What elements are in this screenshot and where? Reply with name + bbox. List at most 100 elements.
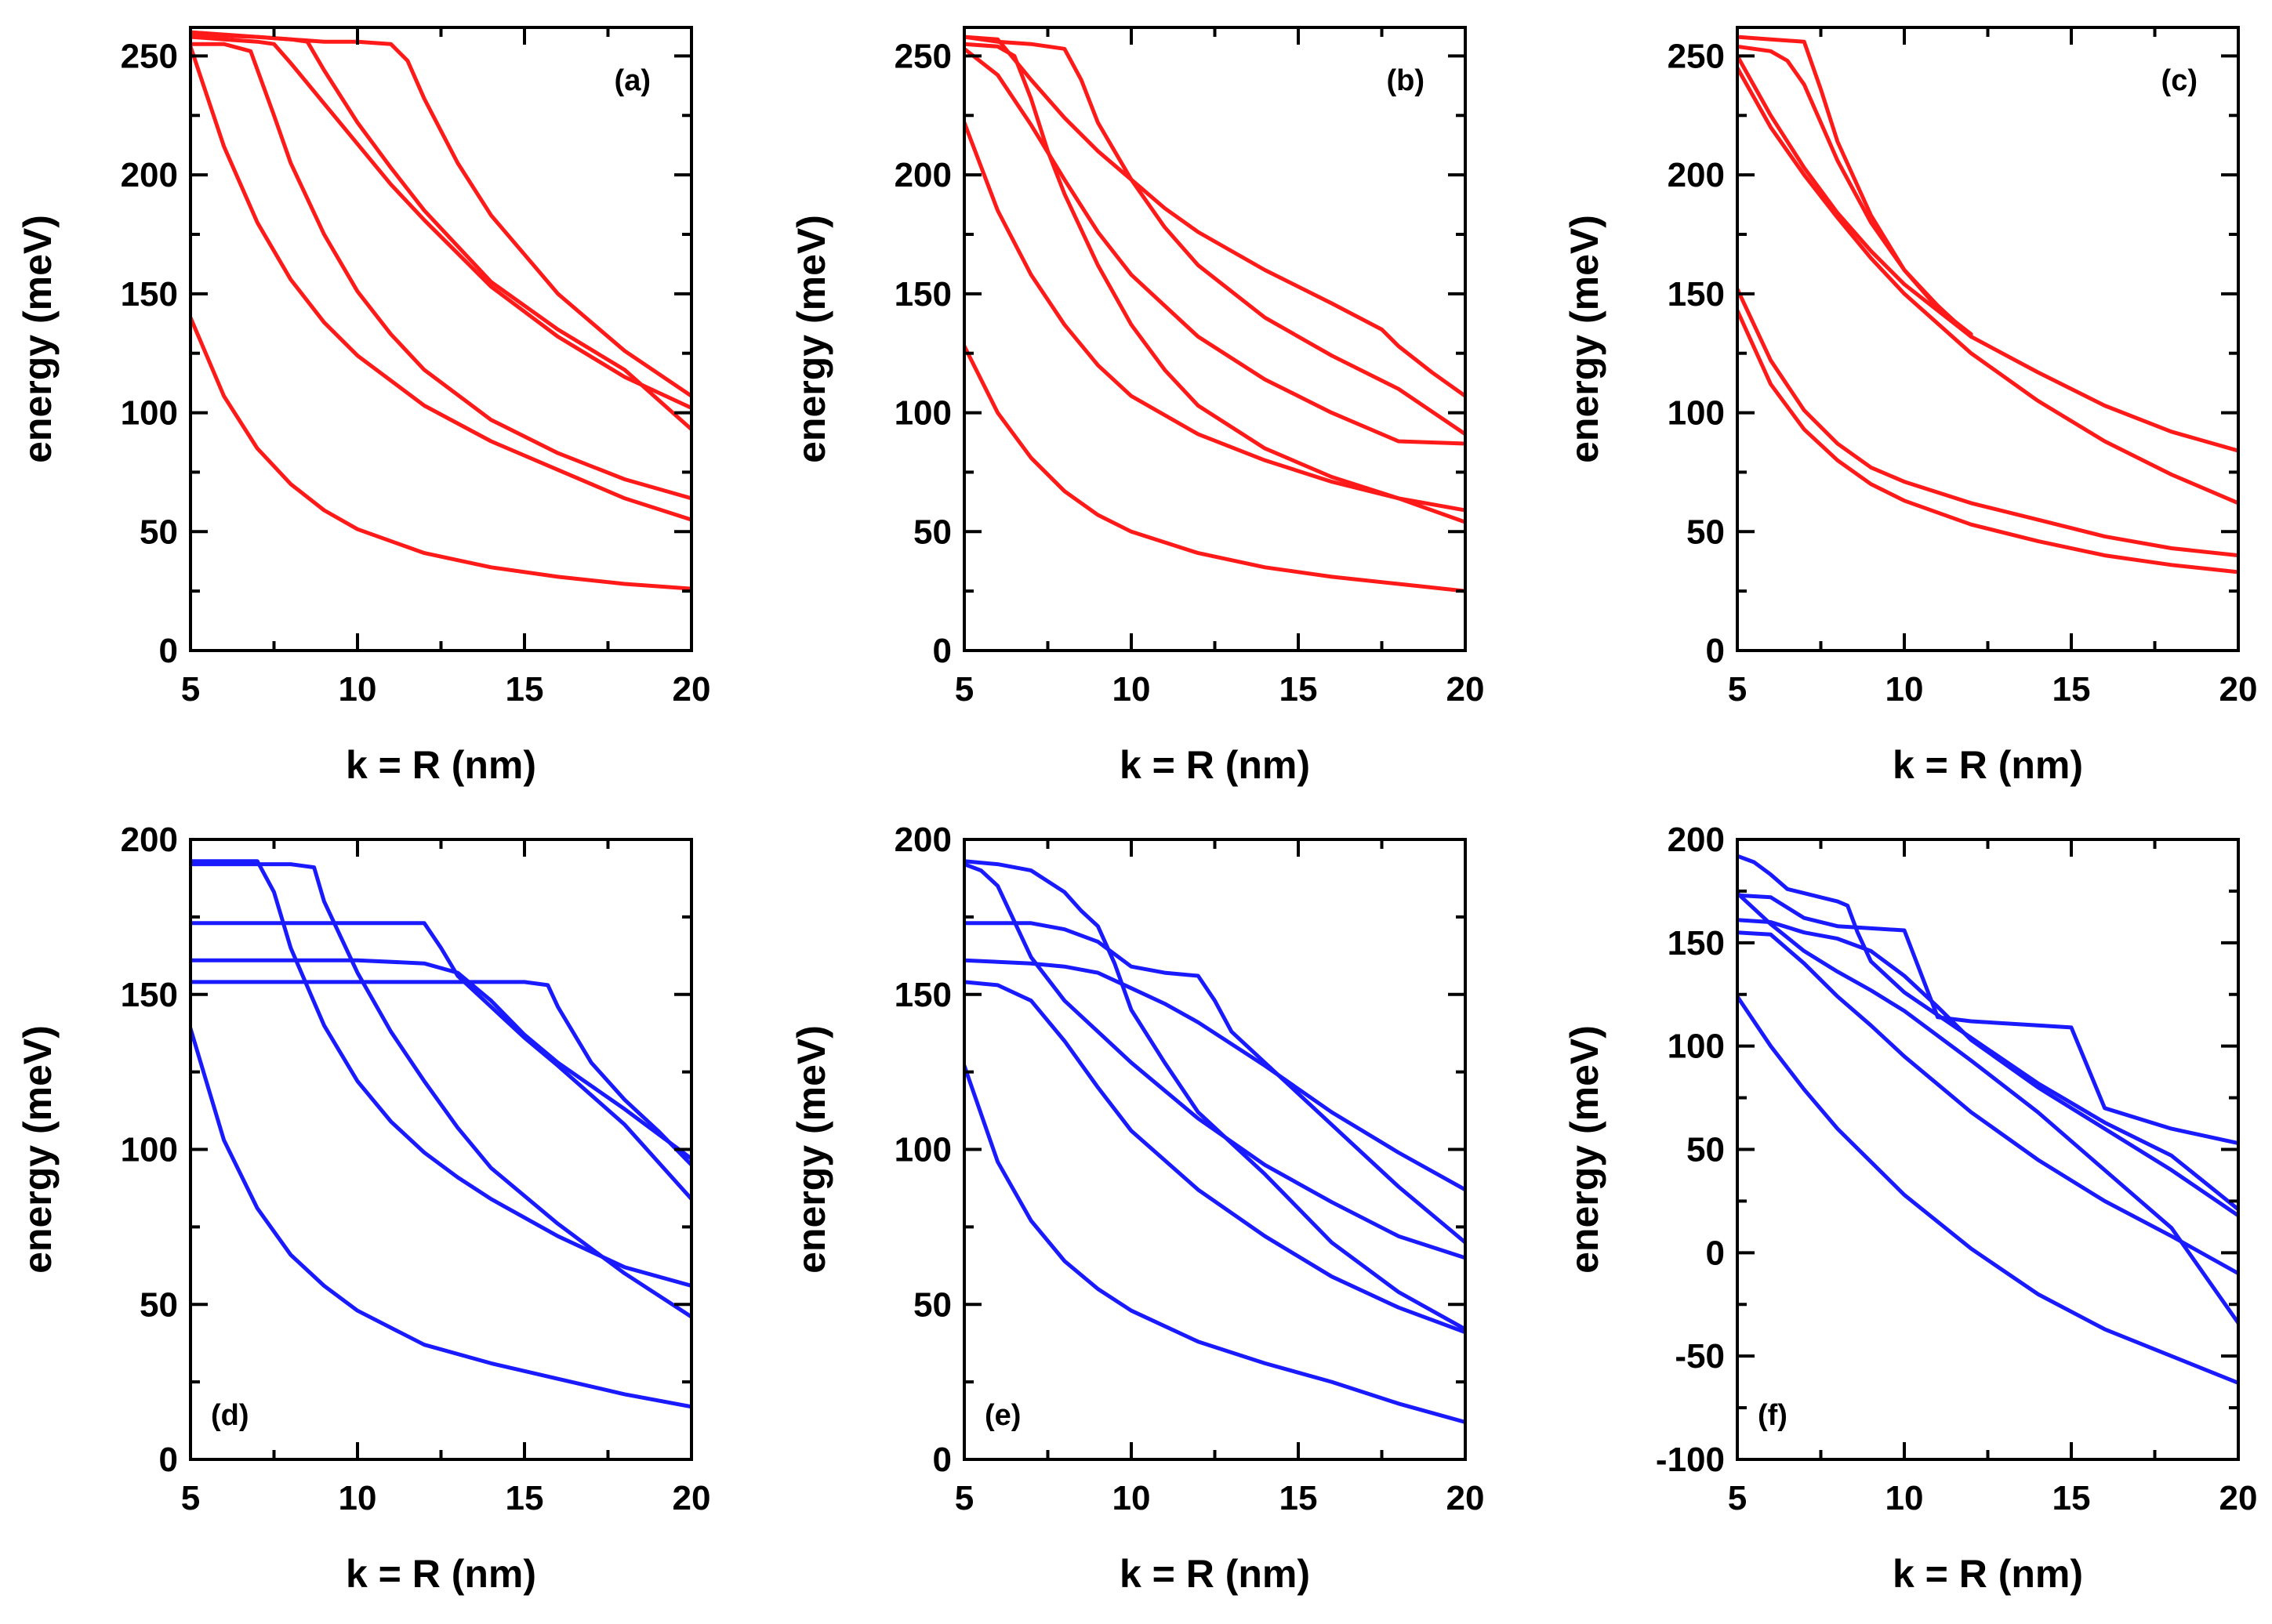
y-tick-label: 100 — [1668, 1028, 1725, 1066]
y-tick-label: 150 — [121, 275, 178, 314]
series-line-6 — [1737, 893, 2238, 1146]
series-line-6 — [191, 980, 691, 1167]
series-line-2 — [1737, 287, 2238, 558]
series-line-3 — [964, 862, 1465, 1260]
series-group — [964, 34, 1465, 593]
x-tick-label: 5 — [181, 670, 200, 709]
y-tick-label: 200 — [1668, 821, 1725, 859]
series-line-3 — [191, 42, 691, 501]
y-tick-label: 50 — [913, 1285, 952, 1324]
y-tick-label: 100 — [121, 1131, 178, 1169]
x-axis-label: k = R (nm) — [1893, 1552, 2083, 1596]
series-line-1 — [1737, 308, 2238, 575]
series-line-4 — [191, 34, 691, 410]
series-line-5 — [1737, 44, 1973, 339]
x-axis-label: k = R (nm) — [1120, 743, 1310, 787]
plot-frame — [1736, 26, 2240, 652]
series-line-4 — [191, 921, 691, 1202]
y-tick-label: 200 — [895, 821, 952, 859]
series-line-5 — [1737, 854, 2238, 1212]
series-line-2 — [1737, 891, 2238, 1325]
y-tick-label: 250 — [895, 37, 952, 75]
y-tick-label: 50 — [913, 513, 952, 551]
x-tick-label: 15 — [506, 670, 544, 709]
panel-f: 5 10 15 20 -100 -50 0 50 100 150 200 k = R (nm) ener… — [1562, 821, 2257, 1596]
x-tick-label: 10 — [339, 1479, 377, 1517]
series-line-1 — [964, 344, 1465, 593]
series-group — [1737, 34, 2238, 575]
y-tick-label: 0 — [933, 632, 952, 670]
y-tick-label: 100 — [895, 394, 952, 433]
y-tick-label: 150 — [1668, 924, 1725, 962]
y-tick-label: 200 — [1668, 156, 1725, 194]
x-tick-label: 15 — [1279, 1479, 1318, 1517]
y-tick-label: 250 — [1668, 37, 1725, 75]
series-group — [1737, 854, 2238, 1385]
y-tick-label: 100 — [121, 394, 178, 433]
y-tick-label: 200 — [895, 156, 952, 194]
series-line-4 — [1737, 53, 2238, 453]
y-tick-label: -50 — [1675, 1337, 1725, 1376]
series-line-3 — [1737, 930, 2238, 1276]
series-line-3 — [1737, 66, 2238, 506]
y-axis-label: energy (meV) — [1562, 215, 1606, 463]
panel-label: (d) — [211, 1399, 249, 1432]
series-group — [191, 859, 691, 1409]
series-line-5 — [191, 958, 691, 1161]
panel-label: (b) — [1386, 64, 1425, 97]
x-tick-label: 10 — [339, 670, 377, 709]
series-line-3 — [191, 862, 691, 1319]
series-line-1 — [191, 1026, 691, 1409]
x-tick-label: 20 — [2219, 1479, 2258, 1517]
x-tick-label: 15 — [506, 1479, 544, 1517]
y-tick-label: 0 — [159, 632, 178, 670]
y-axis-label: energy (meV) — [789, 215, 833, 463]
series-line-6 — [964, 958, 1465, 1192]
series-line-2 — [191, 859, 691, 1288]
y-tick-label: 0 — [933, 1441, 952, 1479]
panel-label: (f) — [1758, 1399, 1787, 1432]
x-tick-label: 20 — [673, 670, 711, 709]
y-tick-label: 50 — [1686, 513, 1725, 551]
x-tick-label: 5 — [1728, 670, 1747, 709]
series-line-1 — [191, 315, 691, 591]
y-tick-label: 50 — [140, 513, 178, 551]
y-tick-label: 0 — [159, 1441, 178, 1479]
series-line-1 — [964, 1064, 1465, 1424]
x-tick-label: 10 — [1885, 670, 1924, 709]
y-tick-label: -100 — [1656, 1441, 1725, 1479]
x-tick-label: 5 — [181, 1479, 200, 1517]
series-line-2 — [964, 980, 1465, 1335]
y-tick-label: 0 — [1706, 632, 1725, 670]
y-tick-label: 150 — [895, 976, 952, 1014]
y-tick-label: 100 — [895, 1131, 952, 1169]
y-tick-label: 100 — [1668, 394, 1725, 433]
y-tick-label: 50 — [140, 1285, 178, 1324]
x-tick-label: 20 — [1446, 1479, 1485, 1517]
x-tick-label: 5 — [955, 670, 974, 709]
series-line-2 — [964, 120, 1465, 513]
x-tick-label: 15 — [1279, 670, 1318, 709]
y-tick-label: 0 — [1706, 1234, 1725, 1272]
series-line-1 — [1737, 994, 2238, 1385]
x-tick-label: 20 — [1446, 670, 1485, 709]
x-tick-label: 15 — [2052, 670, 2091, 709]
panel-label: (c) — [2161, 64, 2198, 97]
panel-label: (a) — [615, 64, 651, 97]
series-line-6 — [1737, 34, 1973, 336]
series-line-3 — [964, 46, 1465, 446]
y-axis-label: energy (meV) — [16, 1025, 60, 1274]
series-line-5 — [964, 921, 1465, 1245]
panel-label: (e) — [985, 1399, 1021, 1432]
series-line-6 — [964, 34, 1465, 398]
series-line-4 — [964, 859, 1465, 1332]
y-tick-label: 200 — [121, 156, 178, 194]
x-axis-label: k = R (nm) — [346, 1552, 536, 1596]
y-axis-label: energy (meV) — [1562, 1025, 1606, 1274]
y-tick-label: 200 — [121, 821, 178, 859]
x-axis-label: k = R (nm) — [346, 743, 536, 787]
